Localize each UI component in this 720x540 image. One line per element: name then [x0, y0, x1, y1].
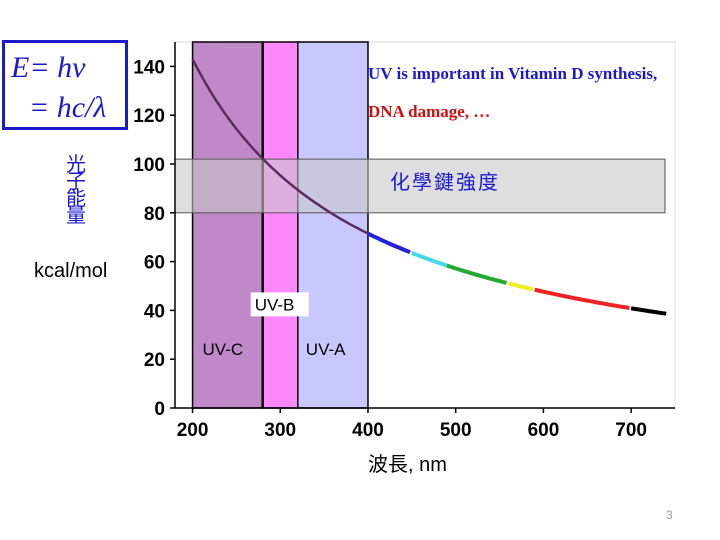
- dna-damage-note: DNA damage, …: [368, 102, 491, 121]
- x-axis-label: 波長, nm: [368, 448, 447, 477]
- region-label-uv-a: UV-A: [306, 340, 346, 359]
- axes: 0 20 40 60 80 100 120 140 200 300 400 500 600 700: [133, 42, 675, 441]
- y-tick-label-80: 80: [144, 204, 165, 225]
- curve-segment-0: [191, 58, 369, 235]
- y-axis-label: 光子能量: [66, 152, 86, 227]
- curve-segment-1: [367, 231, 411, 255]
- energy-curve: [191, 58, 667, 316]
- curve-segment-4: [507, 281, 534, 292]
- formula-line-1: E= hν: [11, 51, 86, 84]
- formula-box: E= hν = hc/λ: [2, 40, 128, 130]
- x-axis-label-text: 波長: [368, 452, 408, 476]
- x-tick-label-300: 300: [264, 420, 296, 441]
- y-tick-label-60: 60: [144, 253, 165, 274]
- region-uv-a: [297, 41, 369, 409]
- formula-line-2: = hc/λ: [29, 91, 107, 124]
- x-axis-unit: , nm: [408, 454, 447, 476]
- y-tick-label-0: 0: [154, 399, 165, 420]
- x-tick-label-200: 200: [177, 420, 209, 441]
- y-tick-label-100: 100: [133, 155, 165, 176]
- region-uv-b: [261, 41, 299, 409]
- x-tick-label-500: 500: [440, 420, 472, 441]
- page-number: 3: [666, 508, 673, 522]
- x-tick-label-400: 400: [352, 420, 384, 441]
- curve-segment-5: [534, 287, 630, 310]
- y-tick-label-140: 140: [133, 57, 165, 78]
- bond-strength-label: 化學鍵強度: [390, 170, 500, 194]
- curve-segment-6: [630, 306, 667, 316]
- bond-strength-band: [174, 158, 666, 214]
- y-tick-label-40: 40: [144, 301, 165, 322]
- bond-strength-band-group: 化學鍵強度: [174, 158, 666, 214]
- y-tick-label-20: 20: [144, 350, 165, 371]
- region-label-uv-c: UV-C: [203, 340, 244, 359]
- uvb-label-bg: [250, 292, 309, 317]
- x-tick-label-600: 600: [528, 420, 560, 441]
- vitamin-d-note: UV is important in Vitamin D synthesis,: [368, 64, 658, 83]
- y-tick-label-120: 120: [133, 106, 165, 127]
- x-tick-label-700: 700: [615, 420, 647, 441]
- curve-segment-2: [411, 251, 448, 268]
- region-uv-c: [191, 41, 264, 409]
- y-axis-unit: kcal/mol: [34, 260, 108, 282]
- curve-segment-3: [446, 263, 508, 285]
- region-label-uv-b: UV-B: [255, 295, 295, 314]
- uv-regions: UV-C UV-B UV-A: [174, 41, 676, 409]
